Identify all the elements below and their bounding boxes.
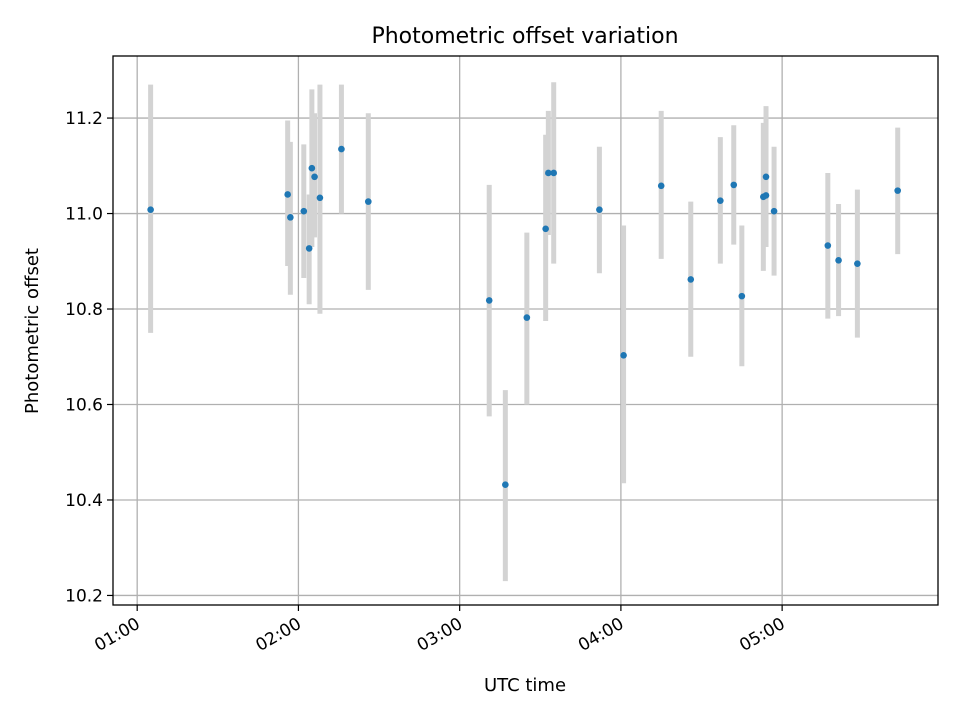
x-axis-label: UTC time	[484, 675, 566, 696]
data-point	[147, 206, 154, 214]
x-axis-ticks: 01:00 02:00 03:00 04:00 05:00	[91, 605, 789, 656]
data-point	[687, 276, 695, 283]
y-tick-label: 11.0	[65, 205, 103, 225]
data-point	[894, 187, 901, 194]
data-point	[596, 206, 603, 214]
data-point	[620, 352, 627, 359]
error-bars	[148, 82, 901, 582]
plot-frame	[112, 55, 939, 606]
data-point	[835, 257, 842, 264]
data-point	[730, 181, 738, 189]
data-point	[545, 169, 552, 177]
data-point	[485, 297, 493, 304]
x-tick-label: 03:00	[414, 614, 466, 656]
data-point	[770, 207, 778, 215]
data-point	[316, 194, 324, 202]
y-axis-label: Photometric offset	[22, 248, 43, 414]
data-point	[762, 192, 770, 199]
x-tick-label: 05:00	[736, 614, 788, 656]
y-tick-label: 10.4	[65, 491, 103, 511]
y-tick-label: 10.8	[65, 300, 103, 320]
data-point	[550, 169, 558, 177]
data-point	[311, 173, 318, 181]
data-point	[542, 225, 549, 233]
y-tick-label: 11.2	[65, 109, 103, 129]
data-point	[502, 481, 509, 488]
data-point	[523, 314, 531, 321]
data-point	[300, 207, 308, 215]
y-axis-ticks: 10.2 10.4 10.6 10.8 11.0 11.2	[65, 109, 113, 606]
y-tick-label: 10.6	[65, 395, 103, 415]
chart-title: Photometric offset variation	[371, 24, 678, 49]
data-point	[824, 242, 832, 249]
data-point	[284, 191, 291, 198]
data-points	[147, 145, 901, 488]
x-tick-label: 02:00	[252, 614, 304, 656]
data-point	[717, 197, 724, 204]
x-tick-label: 01:00	[91, 614, 143, 656]
data-point	[738, 292, 746, 300]
data-point	[762, 173, 770, 181]
data-point	[657, 182, 665, 190]
data-point	[305, 245, 313, 252]
data-point	[287, 214, 294, 221]
data-point	[854, 260, 861, 267]
data-point	[308, 164, 316, 172]
y-tick-label: 10.2	[65, 586, 103, 606]
data-point	[364, 198, 372, 205]
data-point	[338, 145, 345, 153]
x-tick-label: 04:00	[575, 614, 627, 656]
